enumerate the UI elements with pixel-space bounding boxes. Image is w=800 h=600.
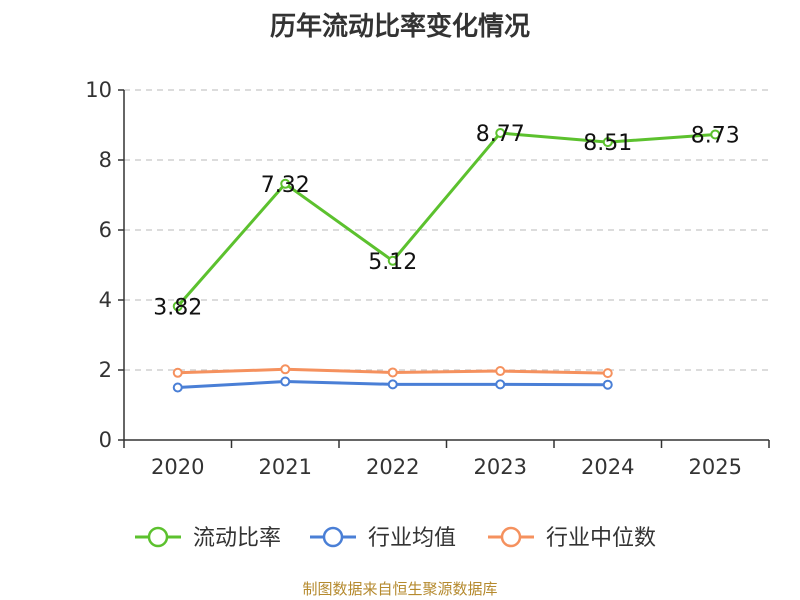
legend-swatch-marker bbox=[500, 526, 522, 548]
data-label: 8.51 bbox=[583, 131, 632, 156]
legend-item[interactable]: 流动比率 bbox=[135, 526, 281, 551]
data-point bbox=[710, 129, 721, 140]
series-lines bbox=[172, 128, 721, 393]
x-tick-label: 2023 bbox=[474, 455, 527, 479]
data-label: 8.73 bbox=[691, 123, 740, 148]
data-point bbox=[387, 367, 398, 378]
axes: 0 2 4 6 8 10 2020 2021 2022 2023 2024 2025 bbox=[85, 78, 770, 479]
legend-swatch-marker bbox=[322, 526, 344, 548]
y-tick-label: 2 bbox=[99, 358, 112, 382]
data-point bbox=[495, 379, 506, 390]
legend-label: 流动比率 bbox=[193, 526, 281, 551]
y-tick-label: 0 bbox=[99, 428, 112, 452]
data-point bbox=[280, 364, 291, 375]
y-tick-label: 8 bbox=[99, 148, 112, 172]
legend-label: 行业中位数 bbox=[546, 526, 656, 551]
legend-item[interactable]: 行业均值 bbox=[310, 526, 456, 551]
data-point bbox=[387, 255, 398, 266]
data-labels: 3.82 7.32 5.12 8.77 8.51 8.73 bbox=[153, 122, 739, 320]
chart-title: 历年流动比率变化情况 bbox=[269, 12, 530, 42]
x-tick-label: 2021 bbox=[259, 455, 312, 479]
data-point bbox=[495, 366, 506, 377]
data-label: 7.32 bbox=[261, 173, 310, 198]
data-point bbox=[602, 137, 613, 148]
data-point bbox=[387, 379, 398, 390]
source-note: 制图数据来自恒生聚源数据库 bbox=[302, 580, 498, 598]
y-tick-label: 6 bbox=[99, 218, 112, 242]
data-point bbox=[602, 379, 613, 390]
data-label: 8.77 bbox=[476, 122, 525, 147]
y-tick-label: 10 bbox=[85, 78, 112, 102]
data-point bbox=[172, 382, 183, 393]
data-label: 5.12 bbox=[368, 250, 417, 275]
y-tick-label: 4 bbox=[99, 288, 112, 312]
data-point bbox=[495, 128, 506, 139]
x-tick-label: 2020 bbox=[151, 455, 204, 479]
series-line-0 bbox=[176, 131, 716, 308]
data-point bbox=[172, 367, 183, 378]
legend: 流动比率 行业均值 行业中位数 bbox=[135, 526, 656, 551]
x-tick-label: 2025 bbox=[689, 455, 742, 479]
data-point bbox=[280, 376, 291, 387]
data-point bbox=[172, 301, 183, 312]
data-point bbox=[602, 368, 613, 379]
legend-item[interactable]: 行业中位数 bbox=[488, 526, 656, 551]
legend-swatch-marker bbox=[147, 526, 169, 548]
data-point bbox=[280, 178, 291, 189]
x-tick-label: 2024 bbox=[581, 455, 634, 479]
x-tick-label: 2022 bbox=[366, 455, 419, 479]
grid-lines bbox=[124, 89, 769, 371]
legend-label: 行业均值 bbox=[368, 526, 456, 551]
data-label: 3.82 bbox=[153, 295, 202, 320]
